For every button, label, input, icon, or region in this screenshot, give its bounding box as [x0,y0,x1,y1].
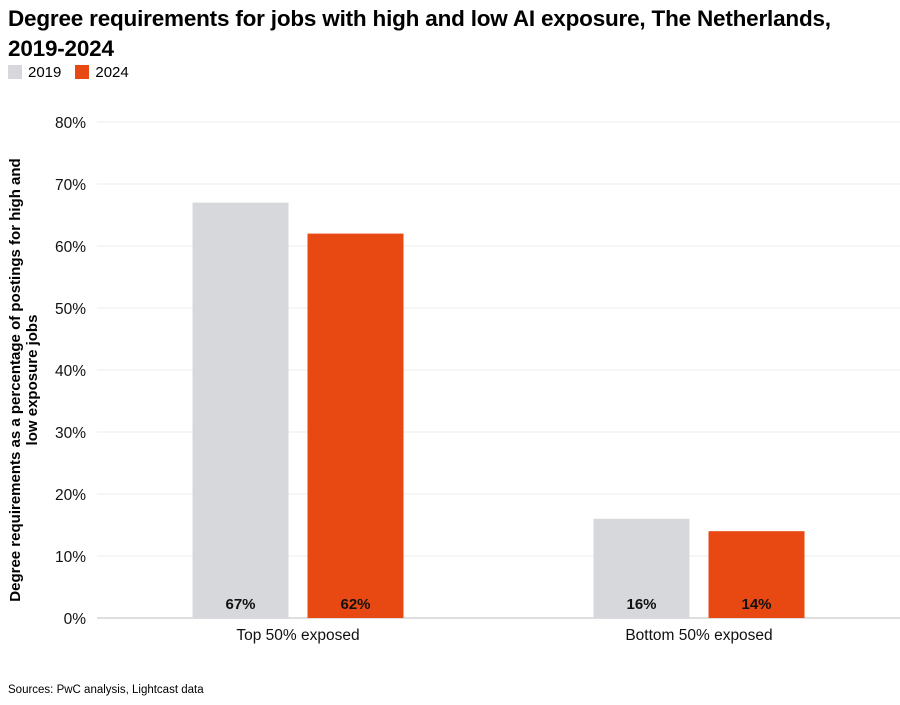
y-tick-label: 80% [55,115,86,132]
bar-value-label: 67% [225,596,255,613]
chart-title: Degree requirements for jobs with high a… [8,6,831,61]
y-tick-label: 10% [55,549,86,566]
y-tick-label: 70% [55,177,86,194]
bar-value-label: 16% [626,596,656,613]
bar-value-label: 62% [340,596,370,613]
y-tick-label: 50% [55,301,86,318]
legend-swatch-2019 [8,65,22,79]
y-tick-label: 60% [55,239,86,256]
y-tick-label: 0% [64,611,87,628]
x-tick-label: Top 50% exposed [236,627,359,644]
y-tick-label: 30% [55,425,86,442]
legend-label-2024: 2024 [95,63,129,81]
y-tick-label: 40% [55,363,86,380]
bar-2024-top [307,233,404,618]
y-tick-label: 20% [55,487,86,504]
bar-2024-bottom [708,531,805,618]
bar-value-label: 14% [741,596,771,613]
x-tick-label: Bottom 50% exposed [625,627,772,644]
bar-2019-top [192,202,289,618]
bar-2019-bottom [593,518,690,618]
legend-label-2019: 2019 [28,63,62,81]
legend-item-2019: 2019 [8,64,61,81]
source-note: Sources: PwC analysis, Lightcast data [8,684,204,696]
legend: 2019 2024 [8,62,143,82]
legend-item-2024: 2024 [75,63,129,81]
y-axis-title: Degree requirements as a percentage of p… [7,158,41,601]
legend-swatch-2024 [75,65,90,79]
